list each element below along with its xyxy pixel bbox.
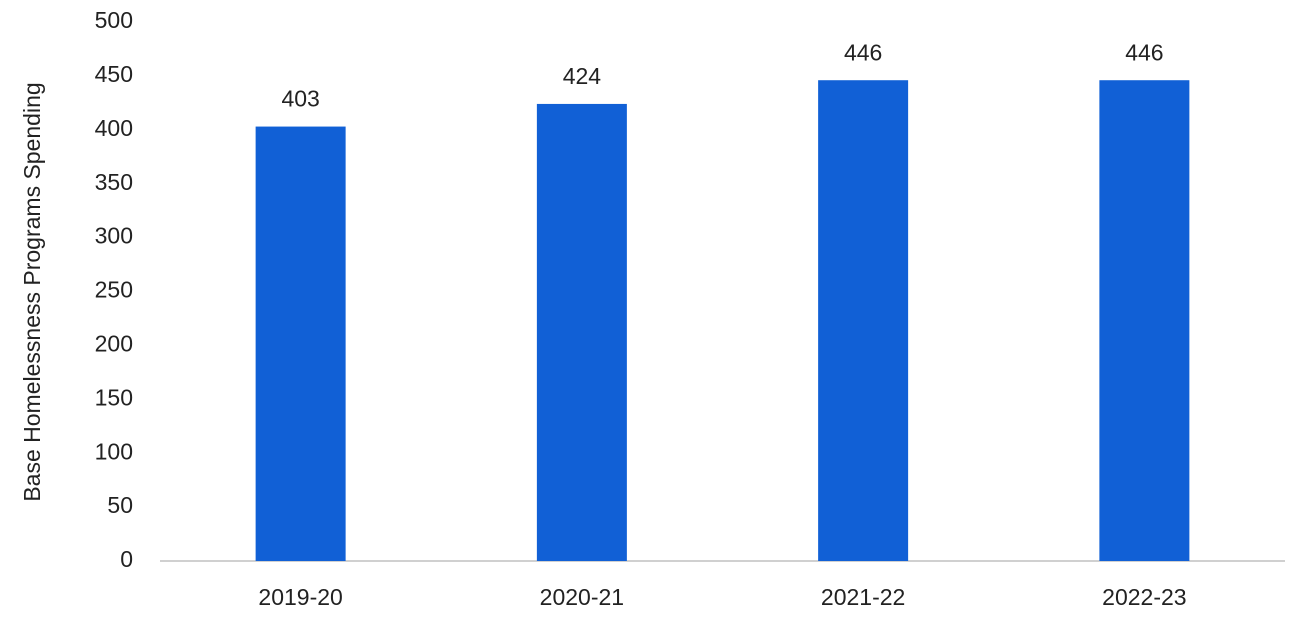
y-axis-label: Base Homelessness Programs Spending (19, 82, 45, 501)
bar (255, 126, 346, 561)
y-tick-label: 500 (95, 7, 133, 33)
y-tick-label: 100 (95, 438, 133, 464)
data-label: 446 (844, 39, 882, 65)
data-label: 403 (281, 86, 319, 112)
data-label: 446 (1125, 39, 1163, 65)
x-tick-label: 2021-22 (821, 584, 905, 610)
x-tick-label: 2022-23 (1102, 584, 1186, 610)
data-label: 424 (563, 63, 602, 89)
y-tick-label: 350 (95, 169, 133, 195)
y-tick-label: 150 (95, 384, 133, 410)
y-tick-label: 300 (95, 223, 133, 249)
y-tick-label: 200 (95, 330, 133, 356)
y-tick-label: 0 (120, 546, 133, 572)
x-tick-label: 2020-21 (540, 584, 624, 610)
y-tick-label: 450 (95, 61, 133, 87)
y-tick-label: 50 (107, 492, 133, 518)
y-tick-label: 250 (95, 277, 133, 303)
bar (818, 80, 909, 561)
bar (536, 103, 627, 561)
x-tick-label: 2019-20 (258, 584, 342, 610)
y-tick-label: 400 (95, 115, 133, 141)
bar (1099, 80, 1190, 561)
